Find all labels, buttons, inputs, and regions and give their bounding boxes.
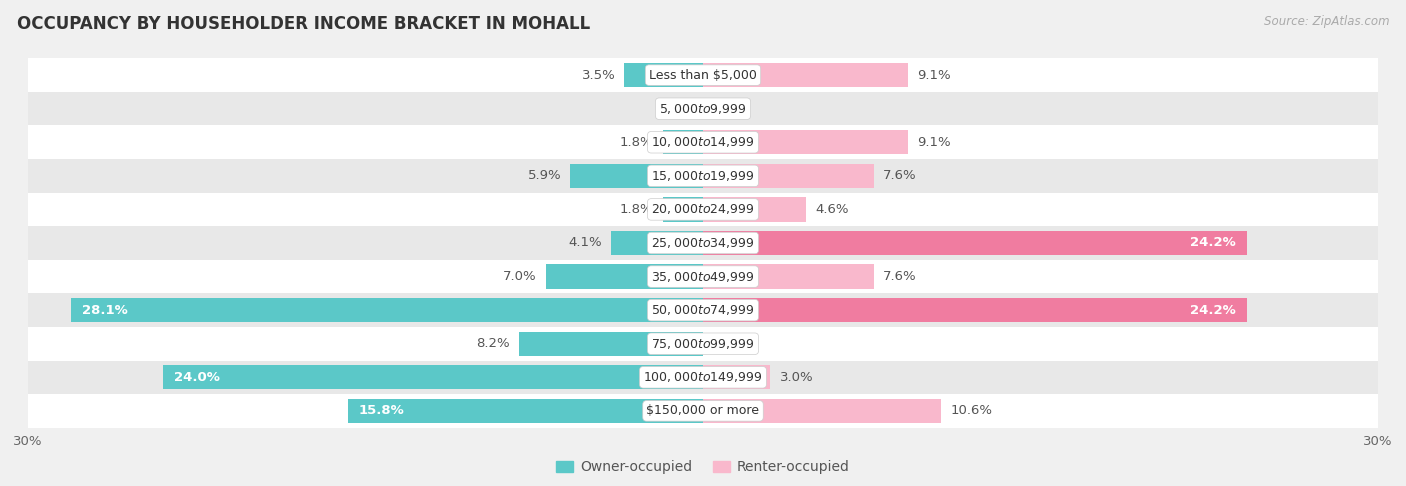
- Text: $15,000 to $19,999: $15,000 to $19,999: [651, 169, 755, 183]
- Text: $150,000 or more: $150,000 or more: [647, 404, 759, 417]
- Bar: [571, 164, 703, 188]
- Text: $10,000 to $14,999: $10,000 to $14,999: [651, 135, 755, 149]
- Bar: [703, 365, 770, 389]
- Bar: [163, 365, 703, 389]
- Text: $5,000 to $9,999: $5,000 to $9,999: [659, 102, 747, 116]
- Bar: [28, 226, 1378, 260]
- Text: 1.8%: 1.8%: [620, 136, 654, 149]
- Bar: [662, 197, 703, 222]
- Bar: [70, 298, 703, 322]
- Bar: [703, 130, 908, 155]
- Legend: Owner-occupied, Renter-occupied: Owner-occupied, Renter-occupied: [551, 455, 855, 480]
- Bar: [703, 231, 1247, 255]
- Text: 7.6%: 7.6%: [883, 270, 917, 283]
- Text: 24.2%: 24.2%: [1191, 304, 1236, 317]
- Bar: [28, 125, 1378, 159]
- Text: $100,000 to $149,999: $100,000 to $149,999: [644, 370, 762, 384]
- Bar: [703, 264, 875, 289]
- Text: $50,000 to $74,999: $50,000 to $74,999: [651, 303, 755, 317]
- Bar: [662, 130, 703, 155]
- Text: 9.1%: 9.1%: [917, 69, 950, 82]
- Text: 4.6%: 4.6%: [815, 203, 849, 216]
- Bar: [703, 164, 875, 188]
- Bar: [28, 192, 1378, 226]
- Text: $35,000 to $49,999: $35,000 to $49,999: [651, 270, 755, 283]
- Bar: [28, 361, 1378, 394]
- Bar: [703, 63, 908, 87]
- Bar: [28, 394, 1378, 428]
- Text: 3.0%: 3.0%: [779, 371, 813, 384]
- Text: 7.0%: 7.0%: [503, 270, 537, 283]
- Text: 4.1%: 4.1%: [568, 237, 602, 249]
- Text: $25,000 to $34,999: $25,000 to $34,999: [651, 236, 755, 250]
- Text: $75,000 to $99,999: $75,000 to $99,999: [651, 337, 755, 351]
- Text: $20,000 to $24,999: $20,000 to $24,999: [651, 203, 755, 216]
- Bar: [610, 231, 703, 255]
- Text: 3.5%: 3.5%: [582, 69, 616, 82]
- Bar: [28, 92, 1378, 125]
- Text: 10.6%: 10.6%: [950, 404, 993, 417]
- Bar: [703, 197, 807, 222]
- Bar: [546, 264, 703, 289]
- Bar: [28, 260, 1378, 294]
- Text: 28.1%: 28.1%: [82, 304, 128, 317]
- Bar: [28, 327, 1378, 361]
- Text: 24.2%: 24.2%: [1191, 237, 1236, 249]
- Bar: [519, 331, 703, 356]
- Text: 8.2%: 8.2%: [475, 337, 509, 350]
- Bar: [703, 298, 1247, 322]
- Text: 0.0%: 0.0%: [711, 337, 745, 350]
- Bar: [703, 399, 942, 423]
- Text: 7.6%: 7.6%: [883, 169, 917, 182]
- Bar: [28, 294, 1378, 327]
- Bar: [28, 58, 1378, 92]
- Text: OCCUPANCY BY HOUSEHOLDER INCOME BRACKET IN MOHALL: OCCUPANCY BY HOUSEHOLDER INCOME BRACKET …: [17, 15, 591, 33]
- Text: 0.0%: 0.0%: [661, 102, 695, 115]
- Text: 24.0%: 24.0%: [174, 371, 221, 384]
- Text: 0.0%: 0.0%: [711, 102, 745, 115]
- Text: Source: ZipAtlas.com: Source: ZipAtlas.com: [1264, 15, 1389, 28]
- Text: 15.8%: 15.8%: [359, 404, 405, 417]
- Text: 9.1%: 9.1%: [917, 136, 950, 149]
- Text: 5.9%: 5.9%: [527, 169, 561, 182]
- Bar: [28, 159, 1378, 192]
- Text: 1.8%: 1.8%: [620, 203, 654, 216]
- Text: Less than $5,000: Less than $5,000: [650, 69, 756, 82]
- Bar: [624, 63, 703, 87]
- Bar: [347, 399, 703, 423]
